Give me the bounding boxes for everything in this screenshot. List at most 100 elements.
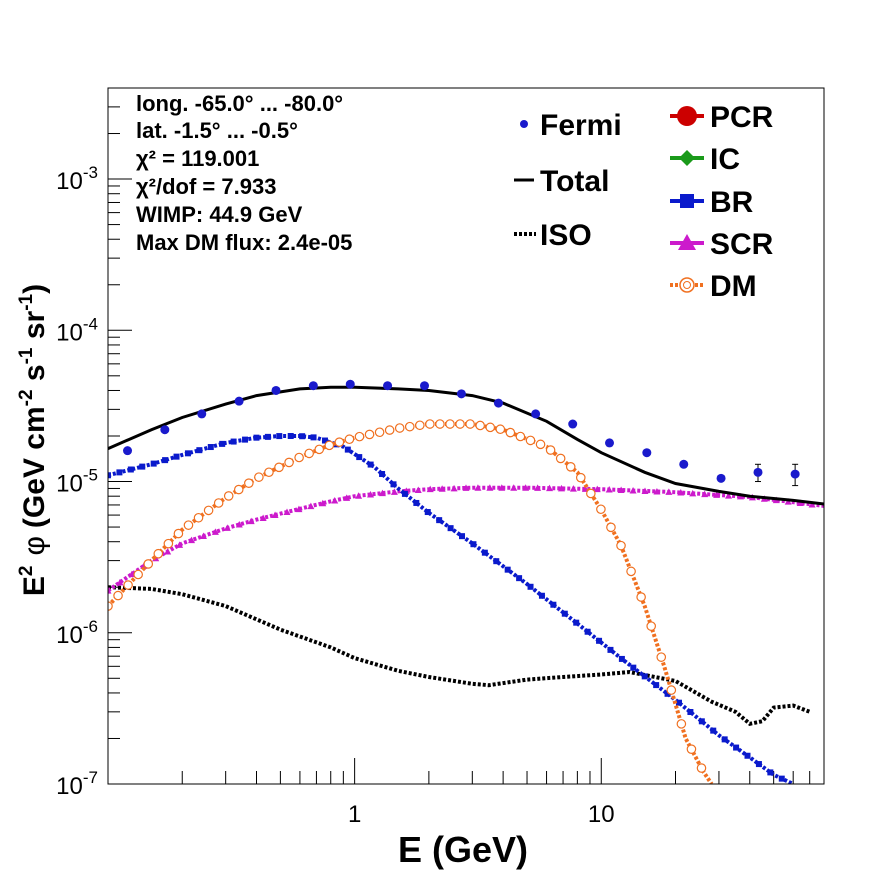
fermi-point — [345, 379, 355, 389]
br-marker — [596, 637, 603, 644]
br-marker — [459, 533, 466, 540]
legend: Fermi Total ISO PCR IC BR SCR DM — [514, 101, 774, 303]
y-tick-label-base: 10 — [56, 471, 83, 498]
br-marker — [516, 575, 523, 582]
dm-marker — [696, 763, 707, 773]
dm-marker — [384, 425, 395, 435]
dm-marker — [596, 504, 606, 515]
dm-marker — [676, 719, 687, 729]
y-axis-title-unit-sup3: -1 — [16, 293, 37, 310]
scr-marker — [283, 508, 291, 516]
dm-marker — [636, 592, 646, 602]
scr-marker — [629, 486, 637, 494]
dm-marker — [334, 437, 345, 448]
fermi-point — [160, 425, 170, 435]
br-marker — [413, 499, 420, 506]
fermi-point — [308, 381, 318, 391]
dm-marker — [203, 505, 214, 516]
dm-marker — [364, 429, 375, 440]
fermi-point — [568, 419, 578, 429]
scr-marker — [116, 578, 124, 586]
dm-marker — [254, 472, 264, 482]
br-marker — [778, 775, 785, 782]
dm-marker — [515, 431, 526, 442]
br-marker — [538, 592, 545, 599]
dm-marker — [535, 439, 546, 450]
series-fermi — [123, 379, 800, 487]
scr-marker — [605, 486, 613, 493]
br-marker — [550, 601, 557, 608]
dm-marker — [374, 427, 385, 438]
fermi-point — [420, 381, 430, 391]
legend-scr-label: SCR — [710, 228, 774, 261]
dm-marker — [123, 580, 133, 590]
br-marker — [573, 619, 580, 626]
legend-dm-marker — [679, 277, 695, 293]
scr-marker — [725, 492, 733, 499]
dm-marker — [495, 424, 506, 435]
br-marker — [675, 699, 682, 706]
scr-marker — [188, 536, 196, 544]
br-marker — [733, 744, 740, 751]
legend-scr-marker — [678, 234, 696, 250]
fermi-point — [790, 469, 800, 479]
y-axis-title-unit-close: ) — [18, 284, 51, 294]
br-marker — [618, 655, 625, 662]
y-tick-label-base: 10 — [56, 622, 83, 649]
br-marker — [139, 463, 146, 470]
br-marker — [447, 525, 454, 532]
scr-marker — [331, 496, 339, 504]
dm-marker — [686, 744, 697, 754]
dm-marker — [354, 431, 365, 442]
br-marker — [242, 436, 249, 443]
y-tick-label-exp: -7 — [83, 768, 98, 787]
br-marker — [721, 736, 728, 743]
y-tick-label: 10-5 — [56, 466, 98, 498]
br-marker — [379, 471, 386, 478]
annotation-chi2-dof: χ²/dof = 7.933 — [136, 174, 276, 199]
y-axis-title-sup: 2 — [16, 566, 37, 577]
scr-marker — [486, 484, 494, 491]
br-marker — [653, 682, 660, 689]
br-marker — [173, 453, 180, 460]
dm-marker — [153, 548, 164, 559]
dm-marker — [425, 419, 435, 429]
y-tick-label: 10-6 — [56, 617, 98, 649]
y-axis-title-e: E — [18, 576, 51, 596]
scr-marker — [653, 487, 661, 495]
br-marker — [127, 466, 134, 473]
br-marker — [184, 450, 191, 457]
dm-marker — [435, 419, 445, 429]
br-marker — [219, 440, 226, 447]
fermi-point — [753, 467, 763, 477]
x-axis-title: E (GeV) — [398, 829, 528, 870]
br-marker — [481, 549, 488, 556]
dm-marker — [606, 522, 616, 533]
y-axis-title-unit-sup2: -1 — [16, 347, 37, 364]
y-tick-label-base: 10 — [56, 319, 83, 346]
dm-marker — [264, 467, 274, 478]
y-tick-label-exp: -4 — [83, 314, 98, 333]
scr-marker — [569, 485, 577, 492]
legend-fermi-label: Fermi — [540, 109, 622, 142]
br-marker — [356, 454, 363, 461]
br-marker — [436, 517, 443, 524]
scr-marker — [498, 484, 506, 491]
y-tick-label-exp: -3 — [83, 163, 98, 182]
fermi-point — [234, 396, 244, 406]
y-axis-title-unit-sr: sr — [18, 310, 51, 347]
scr-marker — [510, 484, 518, 491]
legend-ic-label: IC — [710, 143, 740, 176]
dm-marker — [586, 488, 596, 499]
scr-marker — [689, 489, 697, 497]
annotation-latitude: lat. -1.5° ... -0.5° — [136, 118, 298, 143]
dm-marker — [575, 472, 586, 483]
annotation-wimp: WIMP: 44.9 GeV — [136, 202, 303, 227]
br-marker — [196, 447, 203, 454]
dm-marker — [344, 434, 355, 445]
br-marker — [664, 690, 671, 697]
fermi-point — [456, 389, 466, 399]
scr-marker — [617, 486, 625, 493]
br-marker — [493, 558, 500, 565]
